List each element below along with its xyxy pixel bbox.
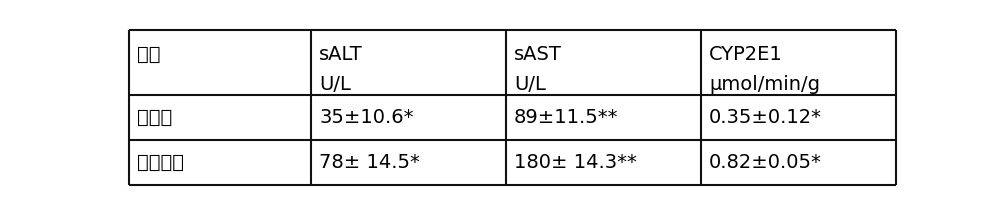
Text: 分组: 分组: [137, 45, 160, 64]
Text: 89±11.5**: 89±11.5**: [514, 108, 619, 127]
Text: 糖尿病组: 糖尿病组: [137, 153, 184, 172]
Text: μmol/min/g: μmol/min/g: [709, 75, 820, 94]
Text: CYP2E1: CYP2E1: [709, 45, 783, 64]
Text: 78± 14.5*: 78± 14.5*: [319, 153, 420, 172]
Text: 35±10.6*: 35±10.6*: [319, 108, 414, 127]
Text: 对照组: 对照组: [137, 108, 172, 127]
Text: sALT: sALT: [319, 45, 363, 64]
Text: U/L: U/L: [319, 75, 351, 94]
Text: 0.82±0.05*: 0.82±0.05*: [709, 153, 822, 172]
Text: 0.35±0.12*: 0.35±0.12*: [709, 108, 822, 127]
Text: sAST: sAST: [514, 45, 562, 64]
Text: U/L: U/L: [514, 75, 546, 94]
Text: 180± 14.3**: 180± 14.3**: [514, 153, 637, 172]
